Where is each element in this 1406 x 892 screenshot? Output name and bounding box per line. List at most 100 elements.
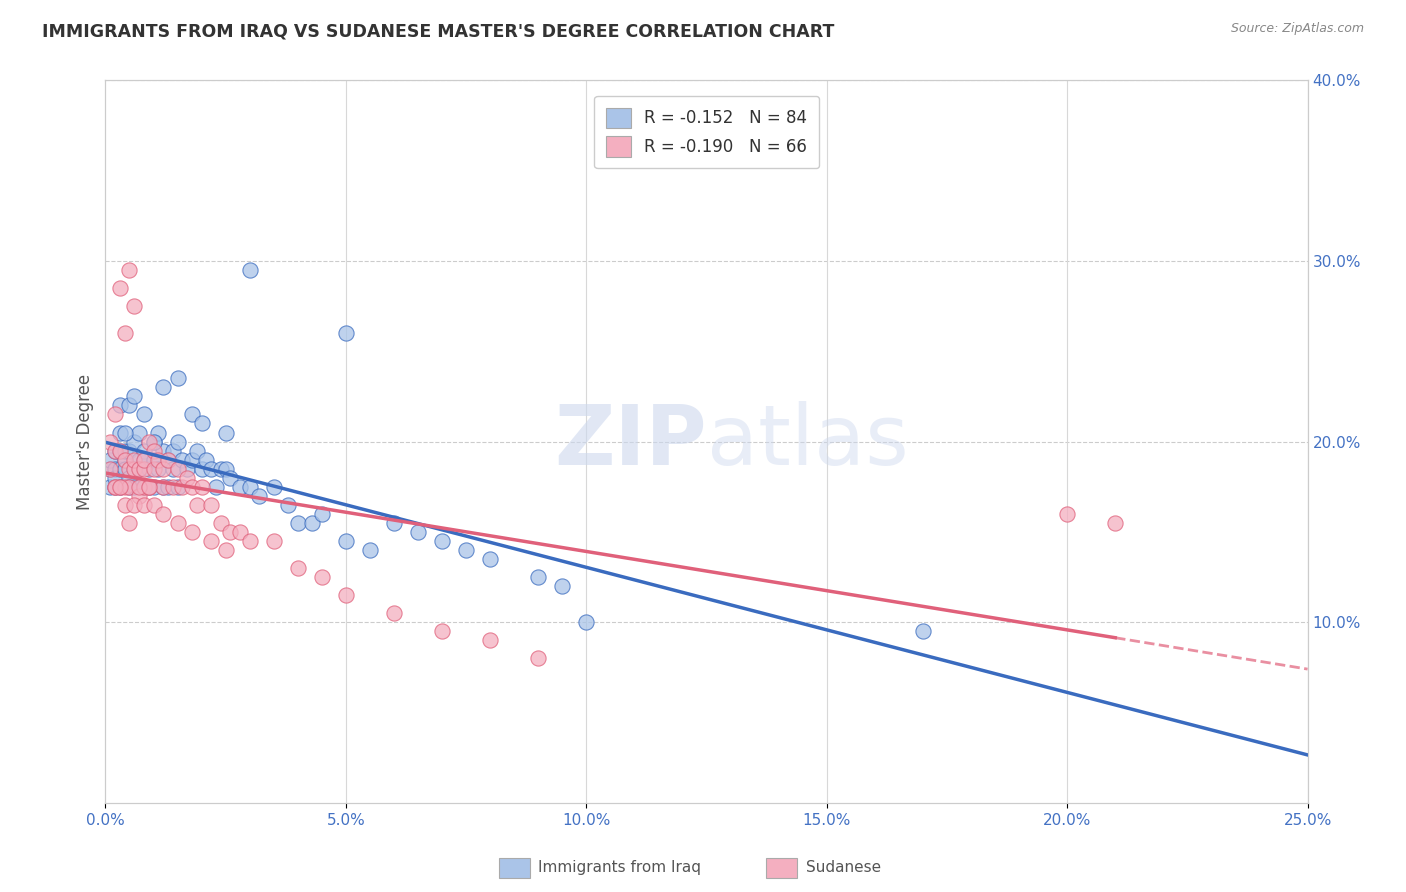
Point (219, 471, 242, 485)
Point (132, 480, 155, 494)
Point (128, 480, 150, 494)
Point (98, 480, 121, 494)
Point (287, 561, 309, 575)
Point (108, 480, 131, 494)
Point (527, 651, 550, 665)
Point (156, 452, 179, 467)
Point (335, 533, 357, 548)
Point (124, 461, 146, 475)
Point (98, 434, 121, 449)
Point (114, 480, 136, 494)
Point (263, 533, 285, 548)
Point (152, 461, 174, 475)
Point (128, 489, 150, 503)
Point (142, 452, 165, 467)
Point (128, 461, 150, 475)
Point (104, 461, 127, 475)
Point (124, 480, 146, 494)
Text: ZIP: ZIP (554, 401, 707, 482)
Point (114, 452, 136, 467)
Point (479, 552, 502, 566)
Point (239, 263, 262, 277)
Point (118, 461, 141, 475)
Point (132, 480, 155, 494)
Point (479, 633, 502, 648)
Point (138, 480, 160, 494)
Point (239, 480, 262, 494)
Point (104, 443, 127, 458)
Point (124, 299, 146, 313)
Point (311, 570, 333, 584)
Point (118, 398, 141, 412)
Point (162, 461, 184, 475)
Text: Sudanese: Sudanese (806, 861, 880, 875)
Point (132, 452, 155, 467)
Point (156, 452, 179, 467)
Point (108, 281, 131, 295)
Point (124, 498, 146, 512)
Point (104, 471, 127, 485)
Point (114, 326, 136, 341)
Point (142, 498, 165, 512)
Point (128, 452, 150, 467)
Point (263, 480, 285, 494)
Point (104, 443, 127, 458)
Point (181, 408, 204, 422)
Point (186, 498, 208, 512)
Point (430, 624, 453, 639)
Point (114, 443, 136, 458)
Point (359, 542, 381, 557)
Point (132, 408, 155, 422)
Point (166, 371, 188, 385)
Point (104, 408, 127, 422)
Point (181, 480, 204, 494)
Point (1056, 507, 1078, 521)
Point (406, 524, 429, 539)
Point (176, 461, 198, 475)
Text: IMMIGRANTS FROM IRAQ VS SUDANESE MASTER'S DEGREE CORRELATION CHART: IMMIGRANTS FROM IRAQ VS SUDANESE MASTER'… (42, 22, 835, 40)
Point (205, 480, 228, 494)
Point (311, 507, 333, 521)
Point (382, 606, 405, 620)
Point (335, 326, 357, 341)
Point (152, 480, 174, 494)
Point (148, 452, 170, 467)
Point (142, 434, 165, 449)
Point (138, 480, 160, 494)
Text: atlas: atlas (707, 401, 908, 482)
Point (335, 588, 357, 602)
Point (209, 516, 232, 530)
Point (186, 443, 208, 458)
Point (118, 480, 141, 494)
Point (98, 461, 121, 475)
Point (527, 570, 550, 584)
Point (132, 461, 155, 475)
Point (104, 480, 127, 494)
Point (152, 507, 174, 521)
Point (98, 452, 121, 467)
Point (166, 516, 188, 530)
Point (190, 461, 212, 475)
Text: Immigrants from Iraq: Immigrants from Iraq (538, 861, 702, 875)
Point (214, 461, 236, 475)
Point (229, 524, 252, 539)
Point (108, 480, 131, 494)
Point (108, 443, 131, 458)
Point (104, 480, 127, 494)
Point (166, 434, 188, 449)
Point (162, 480, 184, 494)
Point (229, 480, 252, 494)
Point (172, 452, 194, 467)
Point (277, 498, 299, 512)
Point (142, 434, 165, 449)
Point (108, 425, 131, 440)
Point (98, 461, 121, 475)
Point (1104, 516, 1126, 530)
Legend: R = -0.152   N = 84, R = -0.190   N = 66: R = -0.152 N = 84, R = -0.190 N = 66 (595, 95, 818, 169)
Point (138, 461, 160, 475)
Point (114, 425, 136, 440)
Point (118, 263, 141, 277)
Point (219, 524, 242, 539)
Point (247, 489, 270, 503)
Point (124, 461, 146, 475)
